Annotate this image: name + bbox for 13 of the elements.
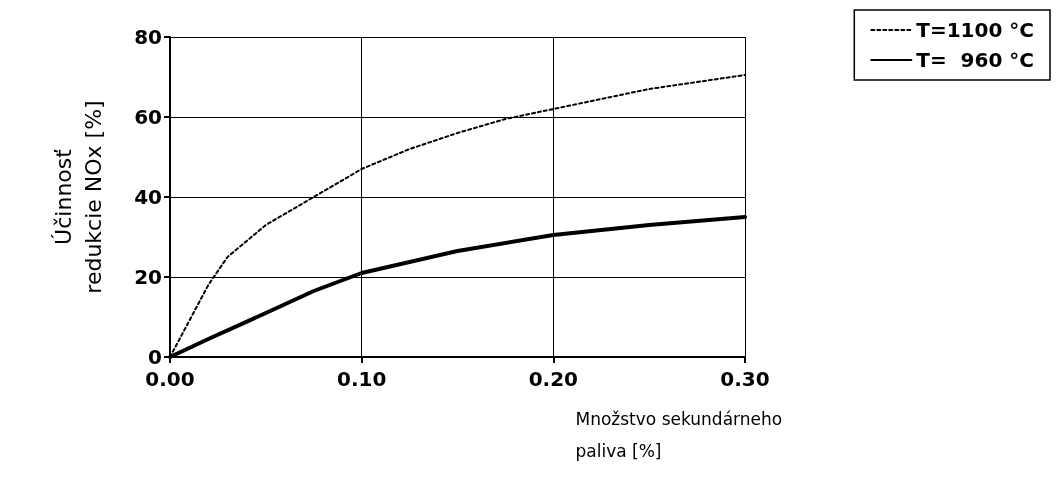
x-axis-title: Množstvo sekundárneho paliva [%] [575, 409, 783, 461]
x-tick-label: 0.10 [336, 367, 387, 391]
y-tick-label: 40 [134, 185, 162, 209]
y-tick-label: 60 [134, 105, 162, 129]
x-tick-label: 0.30 [720, 367, 770, 391]
x-tick-label: 0.20 [528, 367, 579, 391]
y-tick-label: 20 [134, 265, 162, 289]
x-tick-label: 0.00 [145, 367, 195, 391]
y-axis-title: Účinnosť redukcie NOx [%] [50, 100, 106, 294]
legend-label: T= 960 °C [916, 48, 1034, 72]
y-tick-label: 80 [134, 25, 162, 49]
legend-label: T=1100 °C [916, 18, 1034, 42]
y-tick-label: 0 [148, 345, 162, 369]
